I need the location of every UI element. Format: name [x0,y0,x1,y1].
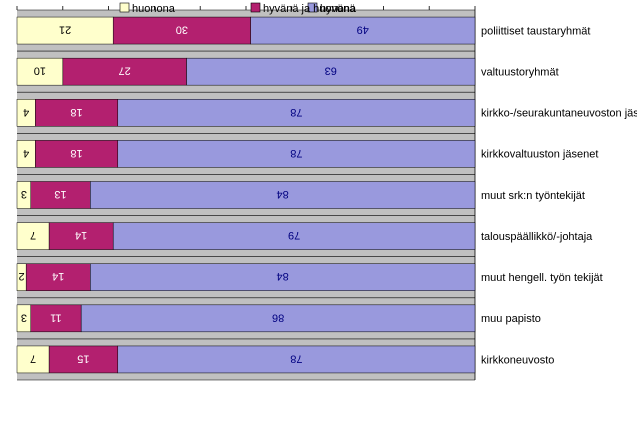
data-label: 3 [21,188,27,200]
category-label: muut hengell. työn tekijät [481,272,603,284]
data-label: 78 [290,147,302,159]
data-label: 7 [30,229,36,241]
bar-segment [48,222,114,250]
bar-segment [90,263,476,291]
bar-segment [16,181,31,209]
x-tick-label: 40 % [279,0,304,3]
x-tick-label: 60 % [188,0,213,3]
category-labels: kirkkoneuvosto muu papisto muut hengell. t… [481,25,637,366]
x-tick-label: 10 % [417,0,442,3]
bar-segment [16,345,50,374]
data-label: 84 [277,270,289,282]
bar-segment [16,140,36,168]
data-label: 13 [54,188,66,200]
data-label: 63 [325,65,337,77]
data-label: 14 [75,229,87,241]
x-tick-label: 100 % [1,0,32,3]
bar-segment [25,263,91,291]
x-tick-label: 70 % [142,0,167,3]
data-label: 7 [30,352,36,364]
data-label: 3 [21,311,27,323]
category-label: kirkkovaltuuston jäsenet [481,149,598,161]
x-tick-label: 0 % [466,0,485,3]
data-label: 10 [34,65,46,77]
category-label: kirkkoneuvosto [481,354,554,366]
data-label: 78 [290,352,302,364]
legend-label: huonona [132,3,176,15]
data-label: 15 [77,352,89,364]
bar-segment [90,181,476,209]
data-label: 18 [70,106,82,118]
data-label: 21 [59,24,71,36]
bar-segment [35,140,119,168]
legend-label: hyvänä ja huonona [263,3,357,15]
bar-segment [30,181,91,209]
legend-swatch [119,2,130,13]
bar-segment [16,222,50,250]
bar-segment [62,57,187,86]
x-tick-label: 90 % [50,0,75,3]
bar-segment [16,304,31,333]
data-label: 27 [119,65,131,77]
category-label: muut srk:n työntekijät [481,190,585,202]
data-label: 2 [19,270,25,282]
data-label: 79 [288,229,300,241]
x-tick-label: 30 % [325,0,350,3]
legend-swatch [307,2,318,13]
category-label: kirkko-/seurakuntaneuvoston jäsenet [481,108,637,120]
data-label: 4 [23,147,29,159]
data-label: 49 [357,24,369,36]
bar-segment [250,16,476,45]
bar-segment [16,99,36,127]
data-label: 11 [50,311,61,323]
data-label: 14 [52,270,64,282]
bar-segment [16,16,114,45]
category-label: poliittiset taustaryhmät [481,25,590,37]
bar-segment [16,263,27,291]
data-label: 84 [277,188,289,200]
category-label: valtuustoryhmät [481,67,559,79]
legend-swatch [250,2,261,13]
bar-segment [117,99,476,127]
category-label: talouspäällikkö/-johtaja [481,231,593,243]
x-tick-label: 80 % [96,0,121,3]
category-label: muu papisto [481,313,541,325]
data-label: 86 [272,311,284,323]
bar-segment [117,140,476,168]
bar-segment [16,57,64,86]
data-label: 4 [23,106,29,118]
data-label: 30 [176,24,188,36]
x-tick-label: 20 % [371,0,396,3]
bar-segment [112,222,476,250]
x-axis-ticks: 0 % 10 % 20 % 30 % 40 % 50 % 60 % 70 % 80 % 90 % 1… [1,0,485,10]
legend-label: hyvänä [320,3,356,15]
bar-segment [112,16,251,45]
bar-segment [35,99,119,127]
data-label: 78 [290,106,302,118]
data-label: 18 [70,147,82,159]
bars: 78 15 7 86 11 3 84 14 2 79 14 7 84 13 3 78 18 4 78 18 4 63 27 1… [16,16,476,374]
x-tick-label: 50 % [233,0,258,3]
